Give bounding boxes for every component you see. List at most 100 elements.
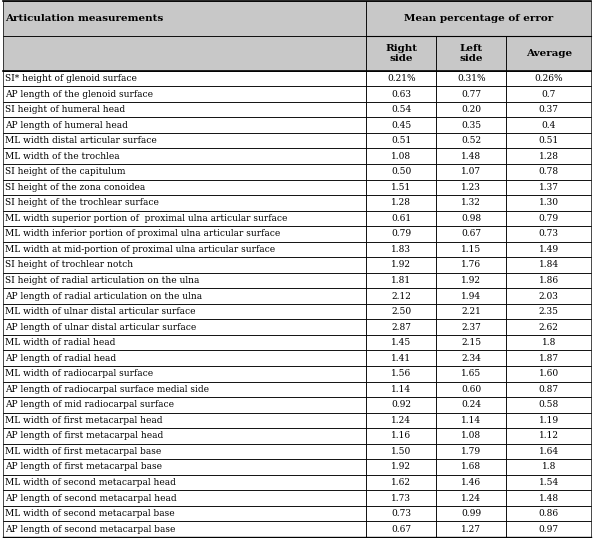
- Bar: [437, 475, 506, 490]
- Text: 1.60: 1.60: [539, 369, 559, 378]
- Bar: [506, 381, 591, 397]
- Text: AP length of radial articulation on the ulna: AP length of radial articulation on the …: [5, 292, 202, 301]
- Text: 0.35: 0.35: [462, 121, 481, 130]
- Text: 0.73: 0.73: [539, 229, 559, 238]
- Text: AP length of radial head: AP length of radial head: [5, 353, 116, 363]
- Bar: [3, 117, 366, 133]
- Bar: [506, 335, 591, 350]
- Bar: [506, 210, 591, 226]
- Bar: [437, 490, 506, 506]
- Text: 2.21: 2.21: [462, 307, 481, 316]
- Text: SI height of trochlear notch: SI height of trochlear notch: [5, 260, 133, 270]
- Bar: [437, 117, 506, 133]
- Bar: [366, 117, 437, 133]
- Text: 1.19: 1.19: [539, 416, 559, 425]
- Bar: [366, 164, 437, 180]
- Bar: [366, 475, 437, 490]
- Bar: [506, 148, 591, 164]
- Text: Articulation measurements: Articulation measurements: [5, 14, 163, 23]
- Bar: [506, 288, 591, 304]
- Bar: [437, 459, 506, 475]
- Bar: [3, 242, 366, 257]
- Bar: [3, 506, 366, 521]
- Bar: [437, 226, 506, 242]
- Text: ML width of second metacarpal head: ML width of second metacarpal head: [5, 478, 176, 487]
- Text: 0.4: 0.4: [542, 121, 556, 130]
- Bar: [506, 490, 591, 506]
- Bar: [437, 180, 506, 195]
- Bar: [437, 102, 506, 117]
- Text: AP length of humeral head: AP length of humeral head: [5, 121, 128, 130]
- Bar: [437, 366, 506, 381]
- Text: 1.87: 1.87: [539, 353, 559, 363]
- Bar: [366, 273, 437, 288]
- Bar: [437, 117, 506, 133]
- Bar: [506, 490, 591, 506]
- Bar: [366, 366, 437, 381]
- Bar: [437, 397, 506, 413]
- Bar: [366, 475, 437, 490]
- Bar: [3, 413, 366, 428]
- Bar: [3, 475, 366, 490]
- Text: 1.15: 1.15: [461, 245, 482, 254]
- Text: Right
side: Right side: [386, 44, 418, 63]
- Text: 0.50: 0.50: [391, 167, 412, 176]
- Bar: [366, 86, 437, 102]
- Bar: [3, 506, 366, 521]
- Bar: [437, 288, 506, 304]
- Bar: [3, 304, 366, 320]
- Bar: [437, 195, 506, 210]
- Bar: [366, 366, 437, 381]
- Bar: [506, 226, 591, 242]
- Text: 1.62: 1.62: [391, 478, 412, 487]
- Bar: [506, 459, 591, 475]
- Text: 0.78: 0.78: [539, 167, 559, 176]
- Bar: [506, 210, 591, 226]
- Text: AP length of the glenoid surface: AP length of the glenoid surface: [5, 89, 153, 98]
- Text: 0.79: 0.79: [539, 214, 559, 223]
- Text: 1.54: 1.54: [539, 478, 559, 487]
- Text: 1.8: 1.8: [542, 463, 556, 471]
- Bar: [506, 273, 591, 288]
- Bar: [3, 257, 366, 273]
- Text: 2.15: 2.15: [462, 338, 481, 347]
- Bar: [366, 86, 437, 102]
- Text: 0.98: 0.98: [462, 214, 481, 223]
- Bar: [3, 381, 366, 397]
- Bar: [366, 320, 437, 335]
- Bar: [506, 288, 591, 304]
- Bar: [437, 70, 506, 86]
- Bar: [437, 397, 506, 413]
- Text: 0.20: 0.20: [462, 105, 481, 114]
- Text: 0.31%: 0.31%: [457, 74, 486, 83]
- Bar: [506, 521, 591, 537]
- Bar: [3, 210, 366, 226]
- Bar: [366, 444, 437, 459]
- Bar: [3, 273, 366, 288]
- Text: 1.94: 1.94: [462, 292, 481, 301]
- Bar: [366, 350, 437, 366]
- Text: AP length of mid radiocarpal surface: AP length of mid radiocarpal surface: [5, 400, 174, 409]
- Text: 1.30: 1.30: [539, 199, 559, 207]
- Text: ML width distal articular surface: ML width distal articular surface: [5, 136, 156, 145]
- Bar: [366, 180, 437, 195]
- Bar: [506, 304, 591, 320]
- Bar: [506, 350, 591, 366]
- Bar: [366, 210, 437, 226]
- Bar: [506, 397, 591, 413]
- Bar: [506, 180, 591, 195]
- Bar: [506, 428, 591, 444]
- Bar: [3, 381, 366, 397]
- Text: 2.12: 2.12: [391, 292, 411, 301]
- Bar: [506, 350, 591, 366]
- Text: 1.14: 1.14: [462, 416, 481, 425]
- Bar: [3, 320, 366, 335]
- Bar: [437, 413, 506, 428]
- Text: 0.24: 0.24: [462, 400, 481, 409]
- Bar: [506, 444, 591, 459]
- Bar: [3, 36, 366, 70]
- Bar: [3, 86, 366, 102]
- Bar: [366, 506, 437, 521]
- Bar: [3, 195, 366, 210]
- Text: ML width of second metacarpal base: ML width of second metacarpal base: [5, 509, 175, 518]
